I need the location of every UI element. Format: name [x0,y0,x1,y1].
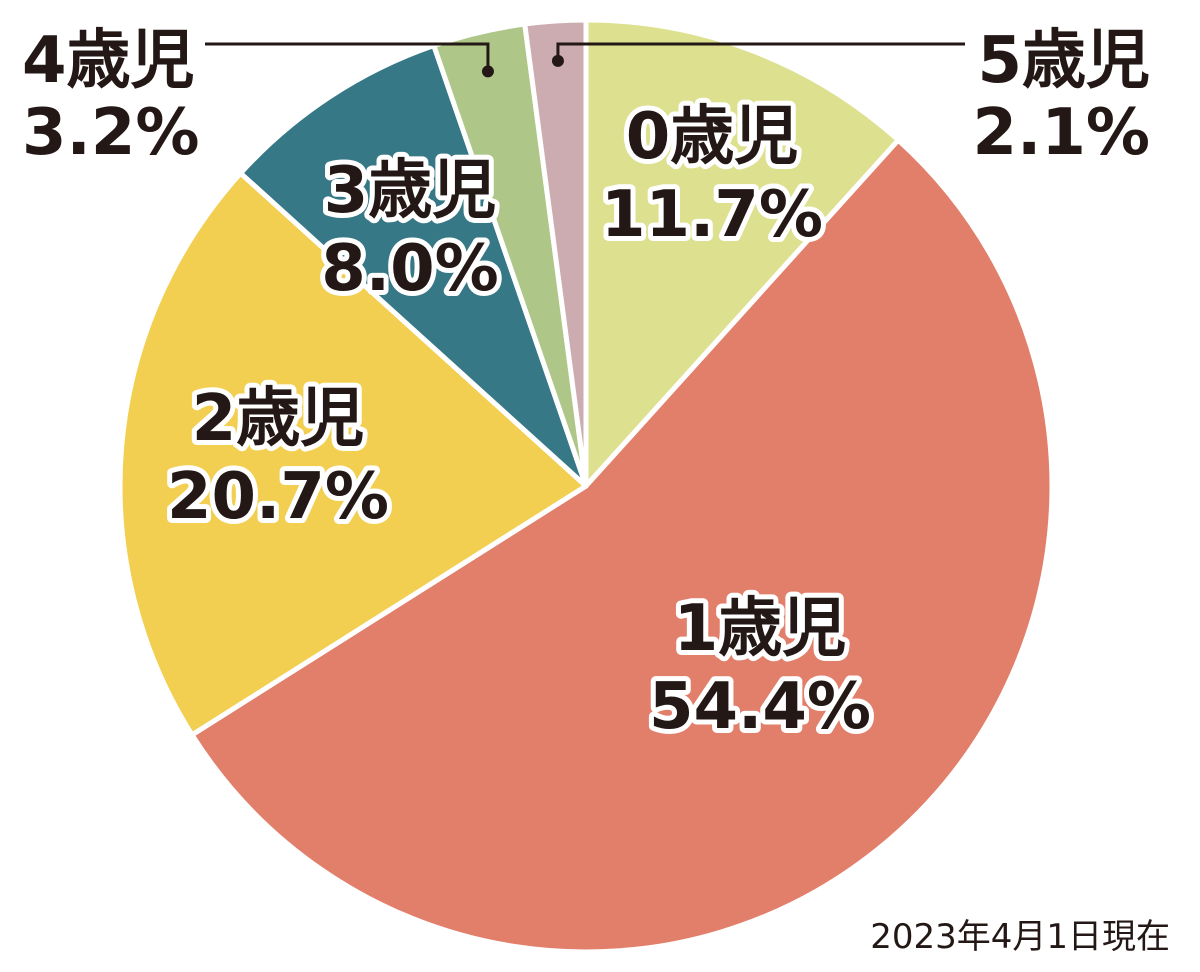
pie-slice-0 [583,17,901,489]
pie-slice-3 [238,43,589,489]
pie-slice-1 [189,137,1055,955]
slice-label-0: 0歳児 [626,100,799,174]
slice-value-5: 2.1% [973,96,1151,170]
slice-value-3: 8.0% [321,232,499,306]
slice-label-3: 3歳児 [324,154,497,228]
date-note: 2023年4月1日現在 [870,917,1170,957]
slice-label-2: 2歳児 [192,382,365,456]
slice-value-2: 20.7% [167,460,389,534]
slice-value-0: 11.7% [601,178,823,252]
slice-value-1: 54.4% [649,670,871,744]
slice-label-1: 1歳児 [674,592,847,666]
leader-dot-5 [551,54,564,67]
leader-dot-4 [481,65,494,78]
slice-label-4: 4歳児 [22,24,195,98]
slice-value-4: 3.2% [22,96,200,170]
pie-slice-5 [522,17,589,489]
pie-slice-2 [117,170,589,738]
slice-label-5: 5歳児 [977,24,1150,98]
leader-line-4 [205,42,490,72]
